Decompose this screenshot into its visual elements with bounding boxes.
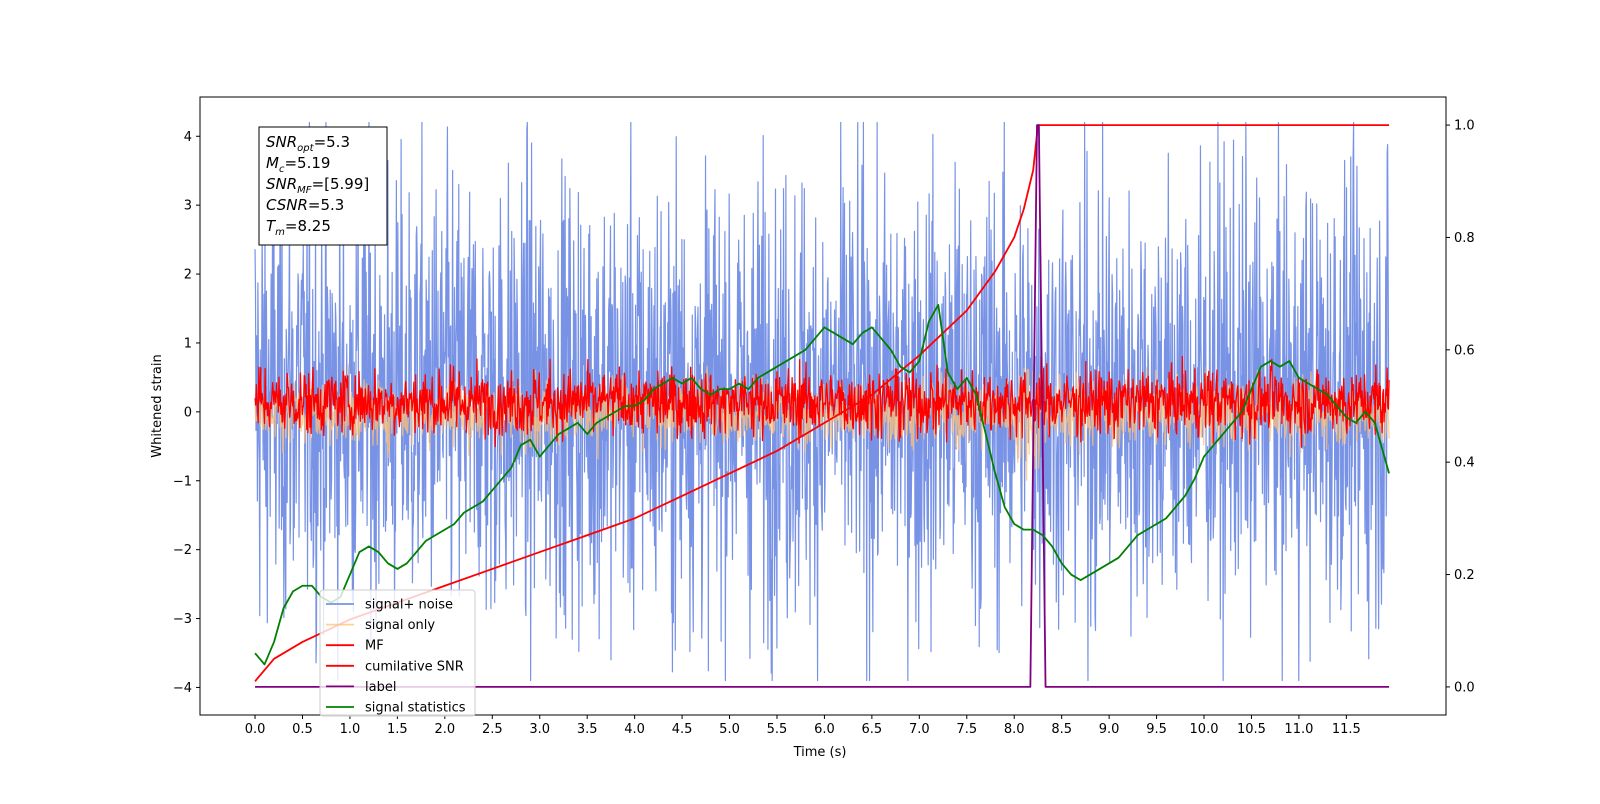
x-tick-label: 8.0 <box>1004 722 1025 737</box>
legend-label-mf: MF <box>365 639 384 654</box>
series-mf-line <box>254 355 1390 448</box>
stats-line: SNRopt=5.3 <box>266 133 350 154</box>
x-tick-label: 1.5 <box>387 722 408 737</box>
stats-line: Tm=8.25 <box>266 217 331 238</box>
y-tick-label: 4 <box>184 130 192 145</box>
x-tick-label: 4.0 <box>624 722 645 737</box>
legend-label-label: label <box>365 680 396 695</box>
x-tick-label: 7.5 <box>956 722 977 737</box>
legend-frame <box>319 589 476 717</box>
stats-line: CSNR=5.3 <box>266 196 344 214</box>
x-tick-label: 8.5 <box>1051 722 1072 737</box>
x-tick-label: 5.0 <box>719 722 740 737</box>
y2-tick-label: 0.0 <box>1454 680 1475 695</box>
x-tick-label: 6.5 <box>862 722 883 737</box>
x-tick-label: 1.0 <box>340 722 361 737</box>
legend-label-signal-statistics: signal statistics <box>365 701 466 716</box>
y2-tick-label: 0.8 <box>1454 231 1475 246</box>
y-tick-label: 2 <box>184 268 192 283</box>
y-tick-label: 0 <box>184 405 192 420</box>
x-tick-label: 0.0 <box>245 722 266 737</box>
y2-tick-label: 0.4 <box>1454 456 1475 471</box>
stats-box-frame <box>258 126 388 246</box>
y-tick-label: 1 <box>184 336 192 351</box>
x-tick-label: 2.0 <box>434 722 455 737</box>
x-tick-label: 3.5 <box>577 722 598 737</box>
x-axis-label: Time (s) <box>793 745 847 760</box>
y2-tick-label: 0.6 <box>1454 343 1475 358</box>
x-tick-label: 9.5 <box>1146 722 1167 737</box>
plot-frame <box>199 96 1447 716</box>
x-tick-label: 11.5 <box>1332 722 1361 737</box>
x-tick-label: 4.5 <box>672 722 693 737</box>
x-tick-label: 10.0 <box>1190 722 1219 737</box>
y-tick-label: −1 <box>173 474 192 489</box>
x-tick-label: 10.5 <box>1237 722 1266 737</box>
x-tick-label: 9.0 <box>1099 722 1120 737</box>
y-tick-label: 3 <box>184 199 192 214</box>
legend-label-signal-only: signal only <box>365 618 435 633</box>
legend: signal+ noise signal only MF cumilative SNR… <box>319 589 476 717</box>
series-signal-statistics-line <box>254 303 1390 666</box>
x-tick-label: 11.0 <box>1284 722 1313 737</box>
x-tick-label: 7.0 <box>909 722 930 737</box>
series-signal-noise-line <box>254 121 1390 682</box>
y-tick-label: −2 <box>173 543 192 558</box>
y-axis-label: Whitened strain <box>150 354 165 457</box>
y-tick-label: −4 <box>173 681 192 696</box>
x-tick-label: 0.5 <box>292 722 313 737</box>
x-tick-label: 2.5 <box>482 722 503 737</box>
x-tick-label: 3.0 <box>529 722 550 737</box>
legend-label-signal-noise: signal+ noise <box>365 598 453 613</box>
y2-tick-label: 0.2 <box>1454 568 1475 583</box>
y2-tick-label: 1.0 <box>1454 119 1475 134</box>
series-label-line <box>255 124 1390 688</box>
legend-label-cumilative-snr: cumilative SNR <box>365 659 464 674</box>
x-tick-label: 6.0 <box>814 722 835 737</box>
stats-line: SNRMF=[5.99] <box>266 175 369 196</box>
stats-line: Mc=5.19 <box>266 154 330 175</box>
x-tick-label: 5.5 <box>767 722 788 737</box>
y-tick-label: −3 <box>173 612 192 627</box>
